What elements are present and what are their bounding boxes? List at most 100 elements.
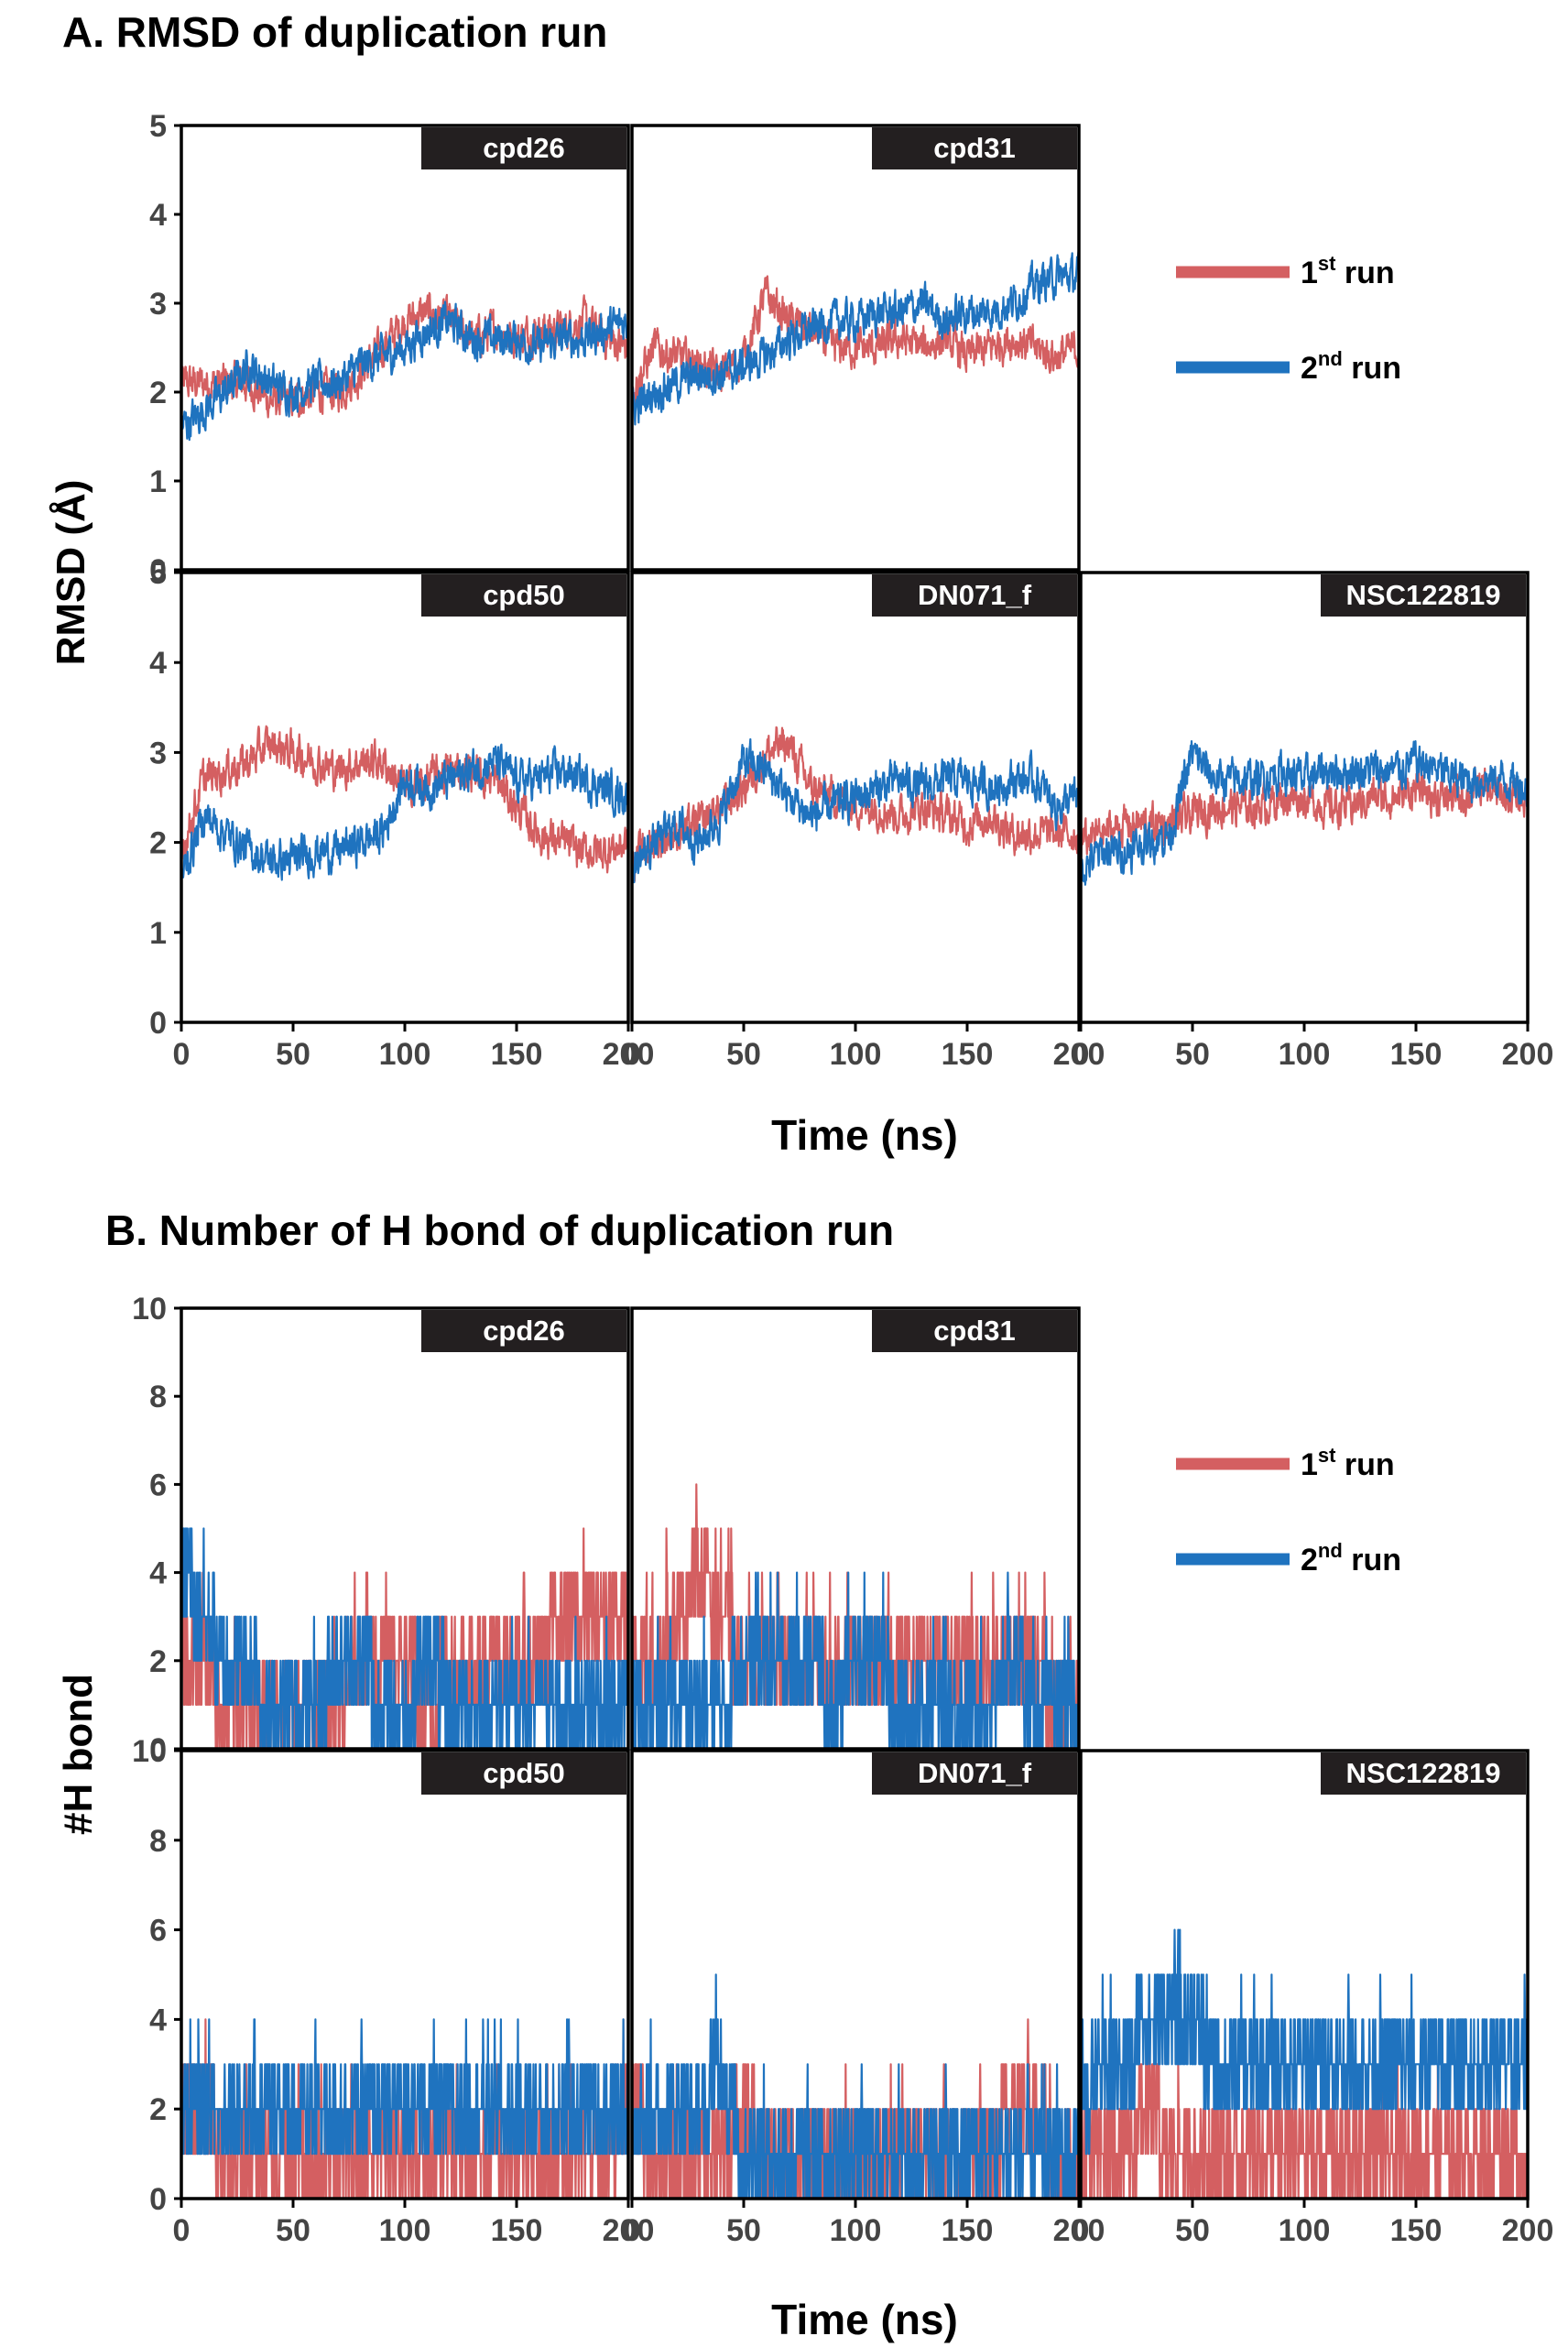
subplot-dn071-f: DN071_f 0 50 100 150 200 [624, 1749, 1105, 2248]
x-tick-label: 150 [491, 2213, 543, 2248]
x-axis-label: Time (ns) [771, 2296, 958, 2343]
panel-a-title: A. RMSD of duplication run [62, 8, 608, 56]
x-tick-label: 200 [603, 2213, 655, 2248]
x-tick-label: 150 [942, 2213, 994, 2248]
subplot-frame [180, 124, 630, 572]
y-axis-label: RMSD (Å) [49, 480, 93, 666]
y-tick-label: 2 [149, 2092, 167, 2127]
subplot-tag [872, 574, 1077, 617]
legend-item-run1: 1st run [1176, 252, 1395, 290]
x-tick-label: 100 [830, 2213, 882, 2248]
series-line-run1 [181, 291, 628, 419]
subplot-cpd26: cpd26 0 1 2 3 4 5 [149, 109, 630, 588]
y-tick-label: 4 [149, 2003, 167, 2037]
subplot-tag [421, 1752, 626, 1795]
subplot-frame [630, 124, 1081, 572]
subplot-label: NSC122819 [1346, 579, 1501, 611]
subplot-frame [630, 1306, 1081, 1751]
y-tick-label: 0 [149, 1732, 167, 1767]
y-tick-label: 3 [149, 736, 167, 770]
y-tick-label: 6 [149, 1914, 167, 1949]
x-tick-label: 100 [379, 1037, 431, 1072]
y-tick-label: 6 [149, 1468, 167, 1502]
x-tick-label: 200 [1502, 1037, 1554, 1072]
x-tick-label: 0 [624, 2213, 641, 2248]
x-tick-label: 100 [379, 2213, 431, 2248]
y-tick-label: 2 [149, 376, 167, 410]
x-tick-label: 150 [942, 1037, 994, 1072]
x-tick-label: 200 [1502, 2213, 1554, 2248]
y-tick-label: 5 [149, 556, 167, 591]
y-tick-label: 0 [149, 553, 167, 588]
y-tick-label: 4 [149, 646, 167, 681]
subplot-nsc122819: NSC122819 0 50 100 150 200 [1073, 571, 1554, 1072]
series-line-run2 [181, 2018, 628, 2156]
subplot-dn071-f: DN071_f 0 50 100 150 200 [624, 571, 1105, 1072]
legend-label: 2nd run [1301, 1539, 1401, 1577]
x-tick-label: 50 [1175, 1037, 1210, 1072]
subplot-label: cpd50 [483, 579, 565, 611]
y-tick-label: 10 [132, 1292, 167, 1326]
x-tick-label: 50 [726, 2213, 761, 2248]
legend-item-run2: 2nd run [1176, 347, 1401, 386]
x-tick-label: 50 [726, 1037, 761, 1072]
x-axis-label: Time (ns) [771, 1111, 958, 1159]
subplot-tag [421, 574, 626, 617]
x-tick-label: 0 [173, 2213, 191, 2248]
x-tick-label: 150 [1390, 2213, 1443, 2248]
subplot-label: cpd31 [933, 1315, 1016, 1347]
subplot-frame [180, 571, 630, 1024]
subplot-label: NSC122819 [1346, 1757, 1501, 1789]
subplot-tag [872, 1310, 1077, 1352]
series-line-run2 [632, 250, 1079, 426]
y-tick-label: 8 [149, 1380, 167, 1414]
legend-item-run2: 2nd run [1176, 1539, 1401, 1577]
series-line-run1 [1081, 763, 1528, 859]
y-tick-label: 2 [149, 1644, 167, 1679]
subplot-frame [180, 1306, 630, 1751]
legend-item-run1: 1st run [1176, 1444, 1395, 1482]
y-tick-label: 4 [149, 198, 167, 233]
x-tick-label: 50 [1175, 2213, 1210, 2248]
subplot-tag [1321, 574, 1526, 617]
subplot-label: cpd50 [483, 1757, 565, 1789]
subplot-label: cpd26 [483, 1315, 565, 1347]
x-tick-label: 0 [624, 1037, 641, 1072]
series-line-run2 [181, 743, 628, 881]
y-tick-label: 0 [149, 1006, 167, 1041]
x-tick-label: 50 [276, 1037, 310, 1072]
series-line-run2 [632, 1973, 1079, 2199]
x-tick-label: 100 [1279, 1037, 1331, 1072]
x-tick-label: 50 [276, 2213, 310, 2248]
series-line-run2 [1081, 739, 1528, 886]
subplot-tag [872, 127, 1077, 169]
subplot-tag [872, 1752, 1077, 1795]
y-tick-label: 1 [149, 464, 167, 499]
subplot-tag [1321, 1752, 1526, 1795]
series-line-run1 [181, 725, 628, 874]
panel-b-title: B. Number of H bond of duplication run [105, 1206, 895, 1254]
x-tick-label: 150 [491, 1037, 543, 1072]
series-line-run2 [181, 1527, 628, 1749]
subplot-tag [421, 127, 626, 169]
y-tick-label: 5 [149, 109, 167, 144]
subplot-cpd31: cpd31 [630, 1306, 1081, 1751]
y-tick-label: 3 [149, 287, 167, 322]
y-tick-label: 4 [149, 1556, 167, 1591]
series-line-run2 [1081, 1928, 1528, 2156]
x-tick-label: 200 [1053, 2213, 1105, 2248]
y-tick-label: 10 [132, 1734, 167, 1769]
x-tick-label: 0 [173, 1037, 191, 1072]
legend-label: 1st run [1301, 1444, 1395, 1482]
y-tick-label: 8 [149, 1824, 167, 1859]
x-tick-label: 100 [1279, 2213, 1331, 2248]
x-tick-label: 0 [1073, 1037, 1090, 1072]
y-axis-label: #H bond [56, 1674, 101, 1835]
y-tick-label: 2 [149, 826, 167, 861]
legend-label: 2nd run [1301, 347, 1401, 386]
x-tick-label: 100 [830, 1037, 882, 1072]
